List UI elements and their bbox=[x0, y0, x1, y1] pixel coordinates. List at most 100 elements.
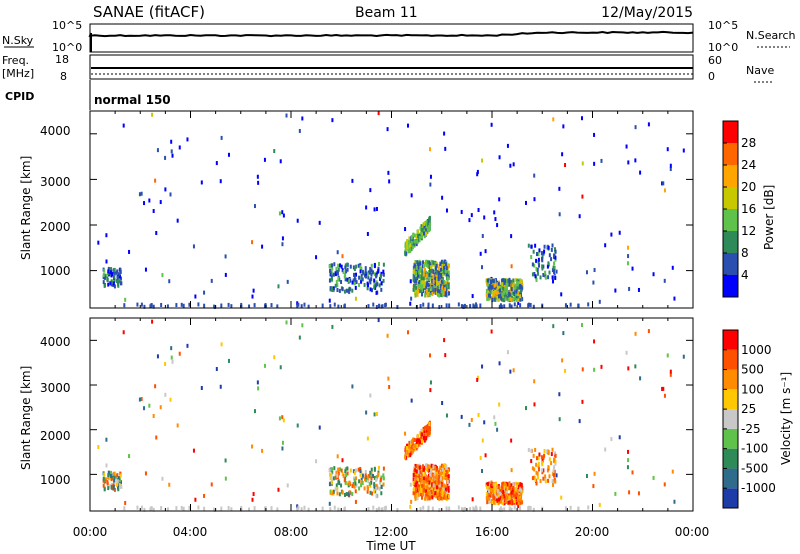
cluster-echo-velocity-cell bbox=[443, 483, 446, 488]
background-echo-power-cell bbox=[581, 116, 584, 121]
cluster-echo-power-cell bbox=[404, 250, 407, 255]
background-echo-power-cell bbox=[669, 163, 672, 168]
cluster-echo-velocity-cell bbox=[510, 490, 513, 495]
background-echo-power-cell bbox=[171, 153, 174, 158]
cluster-echo-power-cell bbox=[496, 295, 499, 300]
ground-echo-power-cell bbox=[384, 302, 387, 307]
cluster-echo-velocity-cell bbox=[340, 483, 343, 488]
background-echo-power-cell bbox=[614, 288, 617, 293]
ground-echo-velocity-cell bbox=[140, 505, 143, 510]
background-echo-velocity-cell bbox=[470, 417, 473, 422]
cluster-echo-power-cell bbox=[542, 251, 545, 256]
background-echo-velocity-cell bbox=[483, 420, 486, 425]
ground-echo-power-cell bbox=[175, 303, 178, 308]
cluster-echo-velocity-cell bbox=[441, 489, 444, 494]
cluster-echo-velocity-cell bbox=[425, 492, 428, 497]
cluster-echo-velocity-cell bbox=[519, 482, 522, 487]
cluster-echo-velocity-cell bbox=[364, 473, 367, 478]
cluster-echo-power-cell bbox=[416, 285, 419, 290]
cluster-echo-velocity-cell bbox=[547, 465, 550, 470]
background-echo-power-cell bbox=[443, 131, 446, 136]
cluster-echo-power-cell bbox=[512, 297, 515, 302]
cluster-echo-velocity-cell bbox=[344, 480, 347, 485]
cluster-echo-power-cell bbox=[445, 281, 448, 286]
cluster-echo-power-cell bbox=[116, 269, 119, 274]
background-echo-velocity-cell bbox=[159, 405, 162, 410]
cluster-echo-velocity-cell bbox=[352, 482, 355, 487]
cluster-echo-power-cell bbox=[438, 289, 441, 294]
noise-left-tick-top: 10^5 bbox=[52, 19, 82, 32]
cluster-echo-power-cell bbox=[543, 244, 546, 249]
background-echo-power-cell bbox=[410, 296, 413, 301]
cluster-echo-power-cell bbox=[332, 286, 335, 291]
ground-echo-velocity-cell bbox=[136, 505, 139, 510]
cluster-echo-velocity-cell bbox=[431, 482, 434, 487]
cluster-echo-velocity-cell bbox=[364, 469, 367, 474]
cluster-echo-velocity-cell bbox=[415, 464, 418, 469]
cluster-echo-velocity-cell bbox=[406, 449, 409, 454]
background-echo-velocity-cell bbox=[634, 364, 637, 369]
cluster-echo-velocity-cell bbox=[447, 488, 450, 493]
cluster-echo-velocity-cell bbox=[406, 443, 409, 448]
cluster-echo-power-cell bbox=[422, 260, 425, 265]
cluster-echo-velocity-cell bbox=[429, 473, 432, 478]
cluster-echo-power-cell bbox=[330, 268, 333, 273]
background-echo-velocity-cell bbox=[682, 354, 685, 359]
background-echo-velocity-cell bbox=[219, 384, 222, 389]
cluster-echo-velocity-cell bbox=[363, 486, 366, 491]
cluster-echo-velocity-cell bbox=[329, 489, 332, 494]
cluster-echo-power-cell bbox=[422, 276, 425, 281]
cluster-echo-velocity-cell bbox=[331, 491, 334, 496]
cluster-echo-power-cell bbox=[420, 275, 423, 280]
cluster-echo-power-cell bbox=[520, 297, 523, 302]
ground-echo-power-cell bbox=[529, 302, 532, 307]
cluster-echo-power-cell bbox=[103, 268, 106, 273]
background-echo-velocity-cell bbox=[351, 384, 354, 389]
cluster-echo-velocity-cell bbox=[543, 448, 546, 453]
ground-echo-power-cell bbox=[297, 302, 300, 307]
background-echo-velocity-cell bbox=[552, 324, 555, 329]
cluster-echo-power-cell bbox=[503, 292, 506, 297]
cluster-echo-power-cell bbox=[553, 261, 556, 266]
background-echo-velocity-cell bbox=[561, 358, 564, 363]
cluster-echo-power-cell bbox=[116, 275, 119, 280]
cluster-echo-velocity-cell bbox=[421, 432, 424, 437]
cluster-echo-power-cell bbox=[444, 259, 447, 264]
cluster-echo-power-cell bbox=[408, 244, 411, 249]
cluster-echo-velocity-cell bbox=[110, 484, 113, 489]
cluster-echo-velocity-cell bbox=[421, 495, 424, 500]
cluster-echo-power-cell bbox=[375, 290, 378, 295]
cluster-echo-power-cell bbox=[422, 224, 425, 229]
cluster-echo-power-cell bbox=[417, 262, 420, 267]
background-echo-velocity-cell bbox=[407, 330, 410, 335]
ground-echo-power-cell bbox=[457, 302, 460, 307]
ground-echo-velocity-cell bbox=[248, 507, 251, 512]
background-echo-velocity-cell bbox=[581, 399, 584, 404]
vel-ytick-3000: 3000 bbox=[40, 381, 71, 395]
cluster-echo-velocity-cell bbox=[380, 475, 383, 480]
cluster-echo-power-cell bbox=[427, 282, 430, 287]
cluster-echo-velocity-cell bbox=[498, 491, 501, 496]
background-echo-power-cell bbox=[555, 269, 558, 274]
cluster-echo-velocity-cell bbox=[516, 484, 519, 489]
cluster-echo-velocity-cell bbox=[413, 473, 416, 478]
background-echo-power-cell bbox=[494, 217, 497, 222]
background-echo-velocity-cell bbox=[429, 388, 432, 393]
cluster-echo-velocity-cell bbox=[380, 484, 383, 489]
cluster-echo-velocity-cell bbox=[418, 489, 421, 494]
velocity-colorbar-swatch bbox=[723, 488, 738, 508]
background-echo-power-cell bbox=[282, 213, 285, 218]
background-echo-velocity-cell bbox=[476, 377, 479, 382]
cluster-echo-velocity-cell bbox=[114, 471, 117, 476]
cluster-echo-power-cell bbox=[497, 291, 500, 296]
cluster-echo-velocity-cell bbox=[351, 492, 354, 497]
background-echo-velocity-cell bbox=[524, 406, 527, 411]
ground-echo-velocity-cell bbox=[419, 507, 422, 512]
noise-right-tick-bottom: 10^0 bbox=[708, 41, 738, 54]
cluster-echo-velocity-cell bbox=[445, 493, 448, 498]
cluster-echo-velocity-cell bbox=[444, 487, 447, 492]
cluster-echo-velocity-cell bbox=[428, 429, 431, 434]
background-echo-power-cell bbox=[105, 259, 108, 264]
cluster-echo-velocity-cell bbox=[547, 449, 550, 454]
cluster-echo-power-cell bbox=[348, 286, 351, 291]
